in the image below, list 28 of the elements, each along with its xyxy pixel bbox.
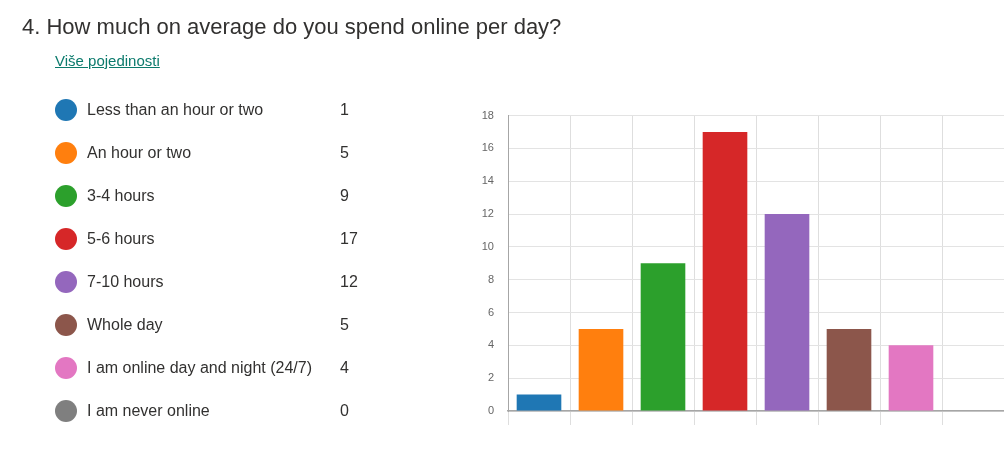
y-tick-label: 6 bbox=[487, 305, 494, 318]
y-tick-label: 18 bbox=[481, 108, 494, 121]
text: 17 bbox=[340, 229, 358, 249]
text: Više pojedinosti bbox=[55, 52, 160, 69]
text: 5 bbox=[340, 143, 350, 163]
y-tick-label: 8 bbox=[487, 272, 494, 285]
text: 5 bbox=[340, 315, 350, 335]
legend-label: 7-10 hours bbox=[87, 272, 165, 292]
text: 12 bbox=[340, 272, 358, 292]
legend-label: Whole day bbox=[87, 315, 164, 335]
y-tick-label: 16 bbox=[481, 141, 494, 154]
text: 1 bbox=[340, 100, 350, 120]
y-tick-label: 0 bbox=[487, 404, 494, 417]
text: 4. How much on average do you spend online per day? bbox=[22, 14, 562, 40]
legend-label: I am online day and night (24/7) bbox=[87, 358, 314, 378]
y-tick-label: 4 bbox=[487, 338, 494, 351]
legend-label: I am never online bbox=[87, 401, 211, 421]
legend-label: 5-6 hours bbox=[87, 229, 156, 249]
legend-label: An hour or two bbox=[87, 143, 193, 163]
legend-label: 3-4 hours bbox=[87, 186, 156, 206]
y-tick-label: 12 bbox=[481, 207, 494, 220]
legend-label: Less than an hour or two bbox=[87, 100, 265, 120]
text: 0 bbox=[340, 401, 350, 421]
text: 4 bbox=[340, 358, 350, 378]
text: 9 bbox=[340, 186, 350, 206]
y-tick-label: 10 bbox=[481, 239, 494, 252]
y-tick-label: 2 bbox=[487, 371, 494, 384]
y-tick-label: 14 bbox=[481, 174, 494, 187]
